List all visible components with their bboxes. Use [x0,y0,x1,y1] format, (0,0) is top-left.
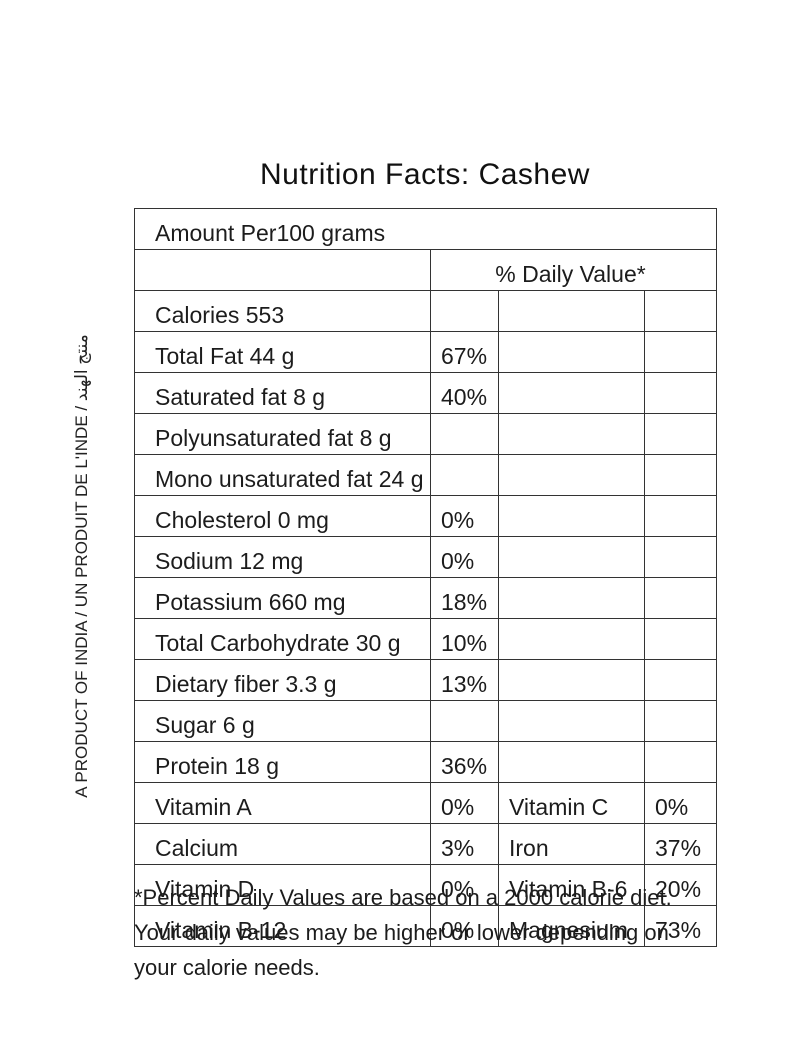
empty-cell [498,618,645,660]
daily-value-percent [430,454,499,496]
daily-value-percent-secondary: 37% [644,823,717,865]
daily-value-percent: 13% [430,659,499,701]
daily-value-percent [430,413,499,455]
nutrition-table-body: Amount Per100 grams % Daily Value* Calor… [134,208,717,947]
nutrient-label: Total Carbohydrate 30 g [134,618,431,660]
table-row: Dietary fiber 3.3 g 13% [134,659,717,701]
table-row: Saturated fat 8 g 40% [134,372,717,414]
table-row: Vitamin D 0% Vitamin B-6 20% [134,864,717,906]
nutrient-label-secondary: Iron [498,823,645,865]
daily-value-header: % Daily Value* [430,249,717,291]
daily-value-percent [430,700,499,742]
empty-cell [644,741,717,783]
daily-value-percent: 3% [430,823,499,865]
empty-cell [134,249,431,291]
nutrient-label: Sodium 12 mg [134,536,431,578]
nutrient-label: Vitamin B-12 [134,905,431,947]
table-row: Protein 18 g 36% [134,741,717,783]
table-row: Mono unsaturated fat 24 g [134,454,717,496]
daily-value-percent: 36% [430,741,499,783]
empty-cell [644,659,717,701]
daily-value-percent: 0% [430,495,499,537]
empty-cell [644,372,717,414]
empty-cell [644,577,717,619]
country-of-origin-text: A PRODUCT OF INDIA / UN PRODUIT DE L'IND… [72,334,91,798]
nutrient-label: Calories 553 [134,290,431,332]
empty-cell [498,454,645,496]
nutrient-label: Saturated fat 8 g [134,372,431,414]
nutrient-label: Mono unsaturated fat 24 g [134,454,431,496]
nutrient-label: Total Fat 44 g [134,331,431,373]
empty-cell [498,495,645,537]
table-row: Cholesterol 0 mg 0% [134,495,717,537]
nutrient-label: Cholesterol 0 mg [134,495,431,537]
nutrient-label: Dietary fiber 3.3 g [134,659,431,701]
nutrient-label-secondary: Magnesium [498,905,645,947]
empty-cell [498,659,645,701]
daily-value-percent: 40% [430,372,499,414]
nutrient-label: Calcium [134,823,431,865]
daily-value-percent: 10% [430,618,499,660]
daily-value-percent: 0% [430,782,499,824]
nutrient-label: Vitamin D [134,864,431,906]
nutrient-label: Potassium 660 mg [134,577,431,619]
nutrition-facts-title: Nutrition Facts: Cashew [260,158,590,191]
table-row: Sugar 6 g [134,700,717,742]
footnote: *Percent Daily Values are based on a 200… [134,880,734,985]
table-row: Calcium 3% Iron 37% [134,823,717,865]
empty-cell [644,331,717,373]
empty-cell [498,290,645,332]
nutrient-label: Protein 18 g [134,741,431,783]
daily-value-percent-secondary: 0% [644,782,717,824]
table-row: Vitamin A 0% Vitamin C 0% [134,782,717,824]
footnote-line: Your daily values may be higher or lower… [134,920,669,945]
table-row: Potassium 660 mg 18% [134,577,717,619]
empty-cell [498,700,645,742]
daily-value-percent: 0% [430,536,499,578]
daily-value-percent [430,290,499,332]
nutrient-label: Vitamin A [134,782,431,824]
empty-cell [644,495,717,537]
daily-value-header-row: % Daily Value* [134,249,717,291]
table-row: Polyunsaturated fat 8 g [134,413,717,455]
table-row: Sodium 12 mg 0% [134,536,717,578]
table-row: Vitamin B-12 0% Magnesium 73% [134,905,717,947]
daily-value-percent-secondary: 20% [644,864,717,906]
empty-cell [498,741,645,783]
table-header-row: Amount Per100 grams [134,208,717,250]
table-row: Calories 553 [134,290,717,332]
empty-cell [644,290,717,332]
empty-cell [644,454,717,496]
empty-cell [644,700,717,742]
table-row: Total Fat 44 g 67% [134,331,717,373]
empty-cell [498,577,645,619]
empty-cell [644,618,717,660]
empty-cell [498,413,645,455]
daily-value-percent: 18% [430,577,499,619]
nutrition-facts-table: Amount Per100 grams % Daily Value* Calor… [134,208,717,947]
empty-cell [498,331,645,373]
nutrient-label-secondary: Vitamin C [498,782,645,824]
empty-cell [498,536,645,578]
nutrient-label: Sugar 6 g [134,700,431,742]
empty-cell [498,372,645,414]
daily-value-percent-secondary: 73% [644,905,717,947]
daily-value-percent: 67% [430,331,499,373]
daily-value-percent: 0% [430,864,499,906]
table-row: Total Carbohydrate 30 g 10% [134,618,717,660]
footnote-line: your calorie needs. [134,955,320,980]
amount-per-header: Amount Per100 grams [134,208,717,250]
empty-cell [644,413,717,455]
footnote-line: *Percent Daily Values are based on a 200… [134,885,672,910]
nutrient-label: Polyunsaturated fat 8 g [134,413,431,455]
empty-cell [644,536,717,578]
